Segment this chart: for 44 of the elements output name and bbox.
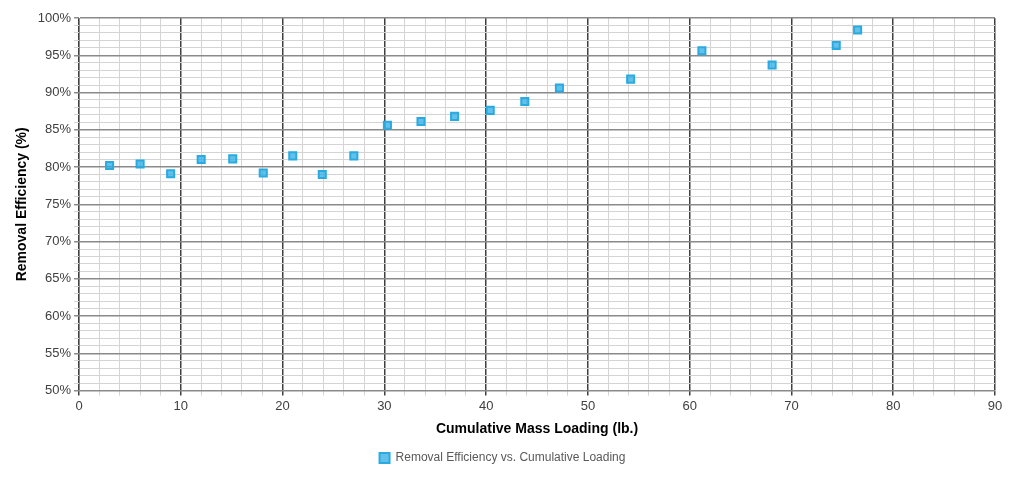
- point: [258, 168, 268, 178]
- point: [520, 96, 530, 106]
- x-tick-label: 80: [885, 397, 901, 413]
- x-tick-label: 60: [682, 397, 697, 413]
- x-tick-label: 40: [478, 397, 494, 413]
- point: [697, 46, 707, 56]
- point: [626, 74, 636, 84]
- y-axis-title: Removal Efficiency (%): [13, 127, 30, 282]
- y-tick-label: 90%: [45, 84, 72, 100]
- x-tick-label: 20: [275, 397, 290, 413]
- point: [105, 161, 115, 171]
- y-tick-label: 75%: [45, 195, 72, 211]
- point: [382, 120, 392, 130]
- y-tick-label: 85%: [45, 121, 72, 137]
- y-tick-label: 70%: [45, 233, 72, 249]
- x-tick-label: 10: [173, 397, 189, 413]
- point: [317, 169, 327, 180]
- legend-label: Removal Efficiency vs. Cumulative Loading: [395, 450, 626, 465]
- y-tick-label: 100%: [37, 9, 72, 25]
- point: [166, 169, 176, 179]
- point: [831, 41, 841, 51]
- point: [416, 117, 426, 127]
- y-tick-label: 55%: [45, 344, 72, 360]
- point: [853, 25, 863, 35]
- point: [554, 83, 564, 93]
- x-tick-label: 70: [784, 397, 799, 413]
- point: [450, 111, 460, 121]
- point: [349, 151, 359, 161]
- x-tick-label: 0: [75, 397, 83, 413]
- point: [196, 155, 206, 165]
- point: [135, 159, 145, 169]
- y-tick-label: 95%: [45, 46, 72, 62]
- x-tick-label: 30: [377, 397, 392, 413]
- y-tick-label: 80%: [45, 158, 72, 174]
- x-tick-label: 50: [580, 397, 596, 413]
- y-tick-label: 50%: [45, 382, 72, 398]
- point: [228, 154, 238, 164]
- x-axis-title: Cumulative Mass Loading (lb.): [435, 420, 639, 437]
- y-tick-label: 65%: [45, 270, 72, 286]
- point: [288, 151, 298, 161]
- x-tick-label: 90: [987, 397, 1003, 413]
- point: [485, 105, 495, 115]
- point: [767, 60, 777, 70]
- y-tick-label: 60%: [45, 307, 72, 323]
